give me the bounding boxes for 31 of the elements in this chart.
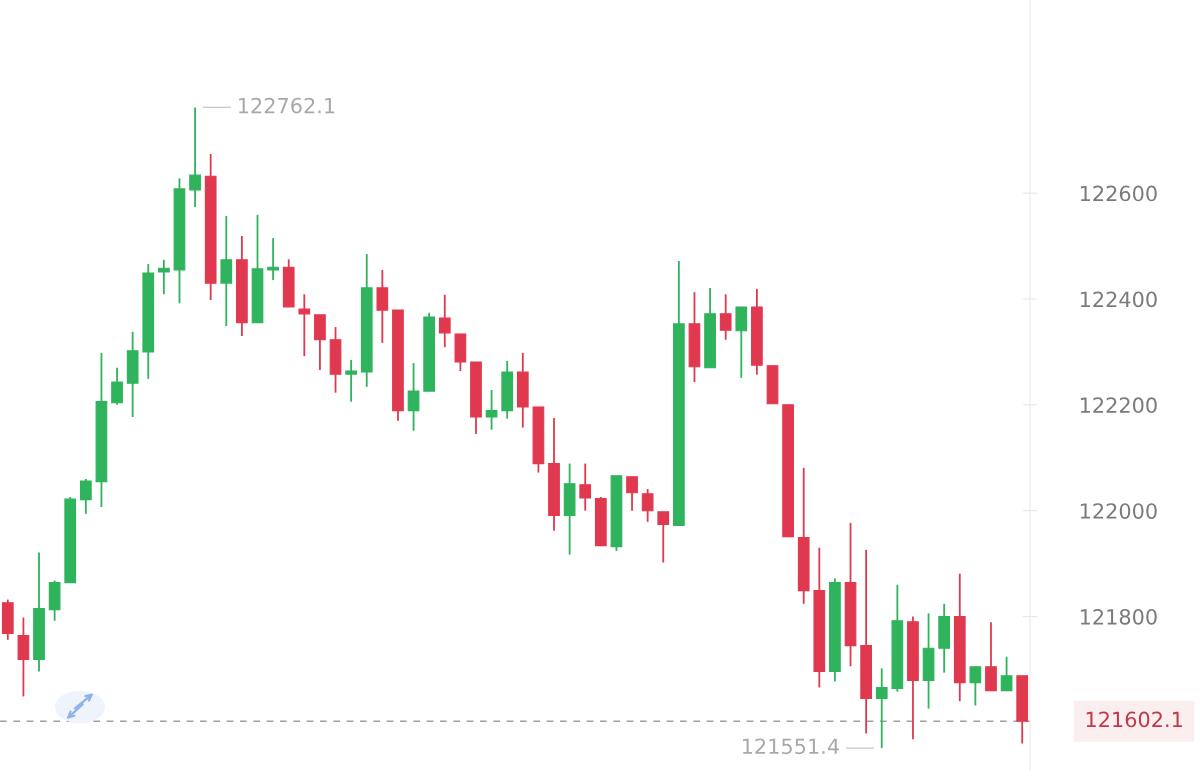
- y-tick-label: 122600: [1080, 185, 1157, 202]
- candlestick: [875, 667, 888, 749]
- candlestick: [345, 358, 357, 403]
- candlestick: [485, 389, 498, 431]
- y-tick-label: 122400: [1080, 291, 1157, 308]
- annotation: 121551.4: [742, 738, 839, 755]
- candlestick: [158, 258, 170, 296]
- candlestick: [267, 237, 279, 281]
- candlestick: [969, 665, 982, 707]
- candlestick: [438, 293, 451, 349]
- candlestick: [735, 306, 748, 379]
- candlestick: [79, 478, 92, 515]
- candlestick: [626, 475, 638, 512]
- candlestick: [1000, 655, 1013, 692]
- y-tick-label: 122200: [1080, 397, 1157, 414]
- y-tick-label: 122000: [1080, 503, 1157, 519]
- candlestick: [657, 510, 670, 564]
- candlestick: [111, 366, 123, 406]
- annotation: 122762.1: [239, 97, 335, 114]
- candlestick: [17, 616, 30, 698]
- candlestick: [298, 293, 311, 358]
- candlestick: [376, 268, 389, 344]
- candlestick: [407, 362, 420, 432]
- candlestick: [220, 215, 233, 327]
- candlestick: [189, 106, 201, 208]
- candlestick: [641, 488, 654, 523]
- y-tick-label: 121800: [1080, 608, 1157, 625]
- ref-line-label: 121602.1: [1086, 711, 1182, 728]
- candlestick: [579, 462, 592, 512]
- candlestick: [985, 621, 997, 692]
- candlestick: [719, 293, 732, 341]
